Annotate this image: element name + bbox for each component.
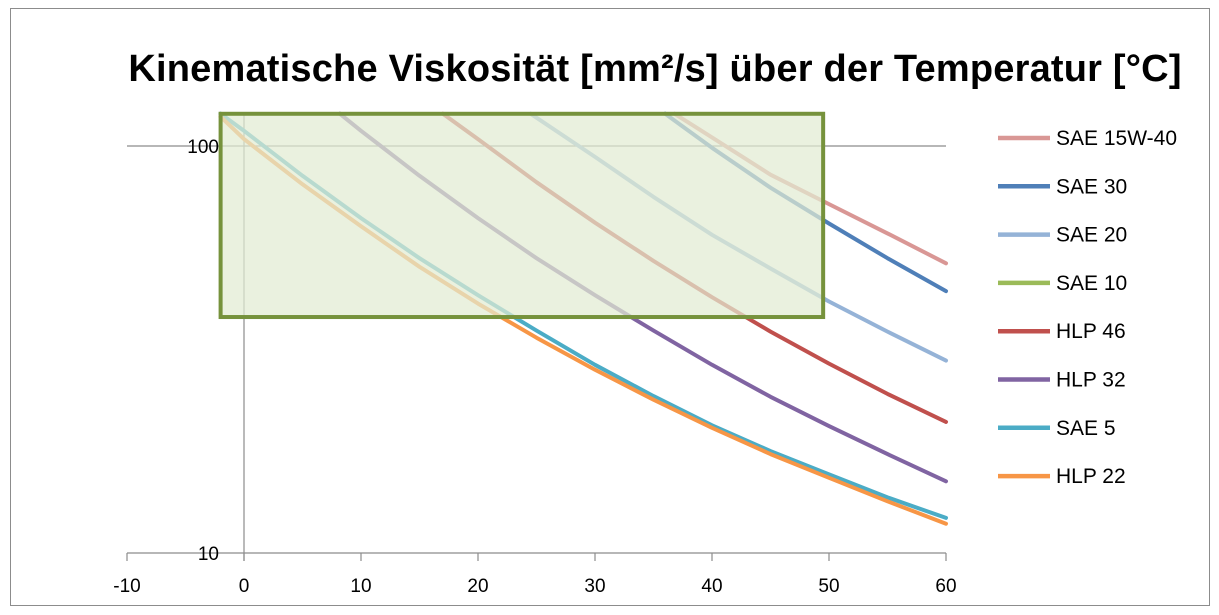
x-tick-label: 60: [935, 576, 956, 597]
y-tick-label: 100: [187, 137, 219, 158]
highlight-rect: [218, 111, 826, 320]
x-tick-label: 40: [701, 576, 722, 597]
legend-label: HLP 32: [1056, 369, 1126, 392]
x-tick-label: 0: [239, 576, 250, 597]
x-tick-label: 30: [584, 576, 605, 597]
y-tick-label: 10: [198, 544, 219, 565]
legend-label: SAE 30: [1056, 175, 1127, 198]
x-tick-label: 20: [467, 576, 488, 597]
legend-label: SAE 20: [1056, 224, 1127, 247]
legend-label: SAE 10: [1056, 272, 1127, 295]
legend-label: SAE 15W-40: [1056, 127, 1177, 150]
x-tick-label: 50: [818, 576, 839, 597]
highlight-region: [218, 111, 826, 320]
legend-label: HLP 46: [1056, 320, 1126, 343]
legend-label: HLP 22: [1056, 465, 1126, 488]
legend: SAE 15W-40 SAE 30 SAE 20 SAE 10 HLP 46 HLP 32…: [998, 127, 1177, 488]
chart-title: Kinematische Viskosität [mm²/s] über der…: [128, 48, 1182, 90]
tick-labels: -10 0 10 20 30 40 50 60 10 100: [113, 137, 956, 597]
legend-label: SAE 5: [1056, 417, 1116, 440]
x-tick-label: -10: [113, 576, 140, 597]
x-tick-label: 10: [350, 576, 371, 597]
